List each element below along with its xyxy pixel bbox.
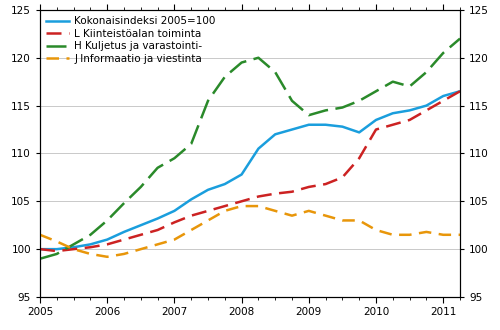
Legend: Kokonaisindeksi 2005=100, L Kiinteistöalan toiminta, H Kuljetus ja varastointi-,: Kokonaisindeksi 2005=100, L Kiinteistöal… — [42, 12, 220, 68]
